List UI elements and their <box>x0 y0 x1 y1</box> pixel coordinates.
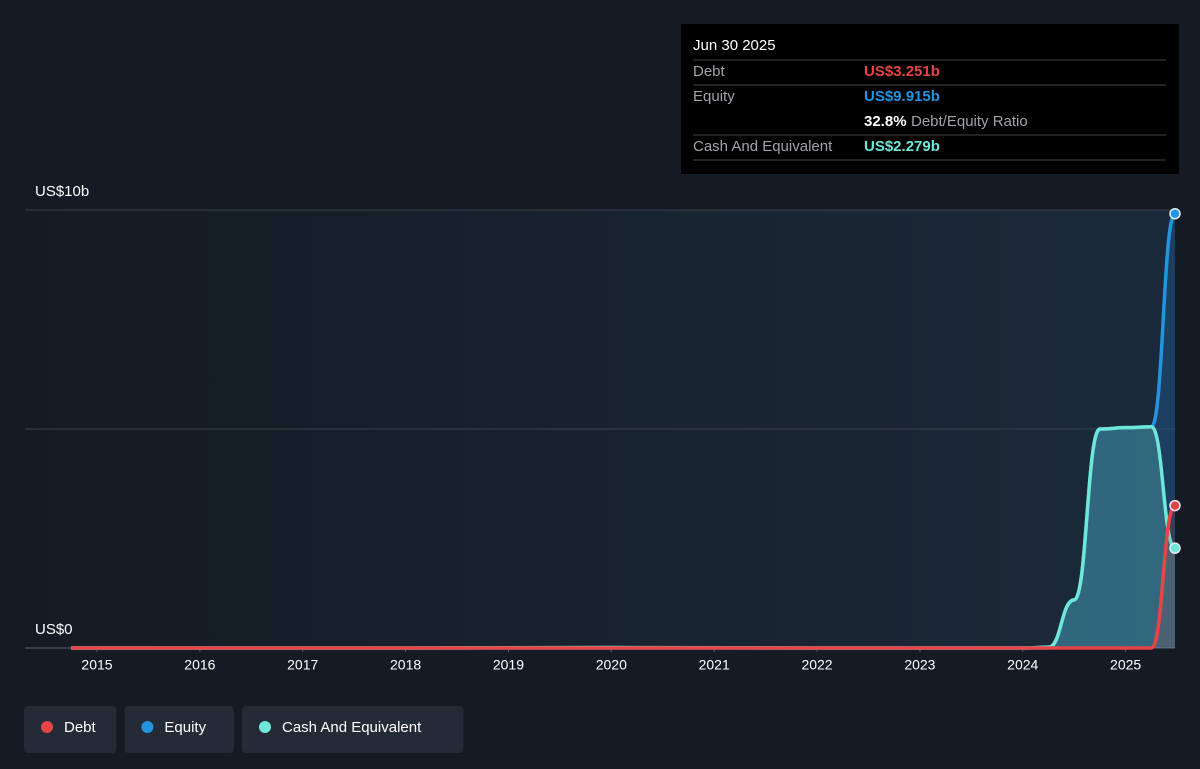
x-tick-label: 2022 <box>801 657 832 673</box>
end-dot <box>1169 499 1181 512</box>
tooltip-ratio: 32.8% <box>864 113 907 130</box>
y-tick-label: US$0 <box>35 621 73 638</box>
tooltip-label: Debt <box>693 63 726 80</box>
tooltip-date: Jun 30 2025 <box>693 37 776 54</box>
end-dot <box>1169 207 1181 220</box>
x-tick-label: 2015 <box>81 657 112 673</box>
tooltip-ratio-label: Debt/Equity Ratio <box>911 113 1028 130</box>
tooltip-value: US$9.915b <box>864 88 940 105</box>
legend-swatch <box>41 721 53 733</box>
tooltip-value: US$3.251b <box>864 63 940 80</box>
x-tick-label: 2023 <box>904 657 935 673</box>
legend-label: Equity <box>164 719 206 736</box>
tooltip-box <box>681 24 1179 174</box>
line <box>71 503 1177 650</box>
legend-label: Cash And Equivalent <box>282 719 422 736</box>
tooltip-label: Equity <box>693 88 735 105</box>
legend-item[interactable] <box>124 706 234 753</box>
x-tick-label: 2016 <box>184 657 215 673</box>
x-tick-label: 2020 <box>596 657 627 673</box>
y-tick-label: US$10b <box>35 183 89 200</box>
tooltip-value: US$2.279b <box>864 138 940 155</box>
x-tick-label: 2025 <box>1110 657 1141 673</box>
x-tick-label: 2018 <box>390 657 421 673</box>
x-tick-label: 2017 <box>287 657 318 673</box>
legend-item[interactable] <box>24 706 117 753</box>
area <box>71 426 1176 648</box>
x-tick-label: 2024 <box>1007 657 1038 673</box>
legend-swatch <box>141 721 154 733</box>
legend-swatch <box>259 721 271 733</box>
end-dot <box>1169 542 1181 554</box>
tooltip-label: Cash And Equivalent <box>693 138 833 155</box>
x-tick-label: 2019 <box>493 657 524 673</box>
legend-label: Debt <box>64 719 97 736</box>
tooltip: Jun 30 2025 Debt US$3.251b Equity US$9.9… <box>681 24 1179 174</box>
x-tick-label: 2021 <box>699 657 730 673</box>
legend-item[interactable] <box>242 706 464 753</box>
